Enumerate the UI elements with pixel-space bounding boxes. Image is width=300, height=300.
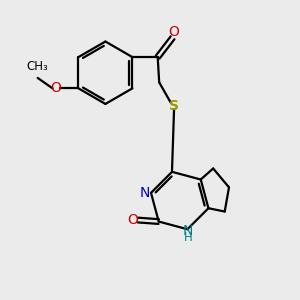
Text: O: O — [127, 213, 138, 227]
Text: O: O — [51, 81, 62, 95]
Text: N: N — [139, 186, 150, 200]
Text: CH₃: CH₃ — [27, 60, 49, 73]
Text: H: H — [184, 231, 192, 244]
Text: O: O — [168, 26, 179, 39]
Text: N: N — [182, 224, 193, 238]
Text: S: S — [169, 99, 179, 113]
